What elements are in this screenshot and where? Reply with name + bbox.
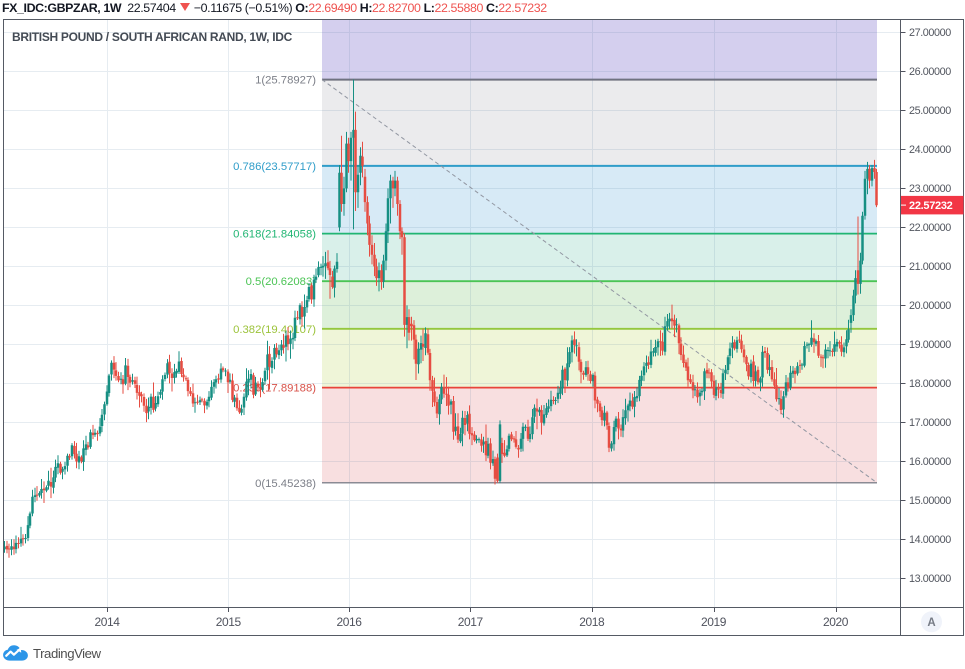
svg-text:25.00000: 25.00000 bbox=[909, 105, 951, 117]
svg-text:13.00000: 13.00000 bbox=[909, 573, 951, 585]
svg-text:0.382(19.40107): 0.382(19.40107) bbox=[233, 324, 316, 336]
svg-text:0.618(21.84058): 0.618(21.84058) bbox=[233, 229, 316, 241]
svg-text:21.00000: 21.00000 bbox=[909, 261, 951, 273]
svg-text:2015: 2015 bbox=[216, 615, 242, 629]
svg-text:A: A bbox=[927, 617, 935, 629]
svg-text:18.00000: 18.00000 bbox=[909, 378, 951, 390]
svg-text:0.786(23.57717): 0.786(23.57717) bbox=[233, 161, 316, 173]
svg-text:23.00000: 23.00000 bbox=[909, 183, 951, 195]
svg-text:1(25.78927): 1(25.78927) bbox=[255, 75, 316, 87]
svg-text:2016: 2016 bbox=[336, 615, 362, 629]
svg-text:2018: 2018 bbox=[579, 615, 605, 629]
svg-text:2020: 2020 bbox=[823, 615, 849, 629]
svg-text:26.00000: 26.00000 bbox=[909, 66, 951, 78]
svg-text:17.00000: 17.00000 bbox=[909, 417, 951, 429]
svg-text:16.00000: 16.00000 bbox=[909, 456, 951, 468]
svg-text:19.00000: 19.00000 bbox=[909, 339, 951, 351]
svg-text:2019: 2019 bbox=[701, 615, 727, 629]
svg-text:0(15.45238): 0(15.45238) bbox=[255, 478, 316, 490]
svg-text:0.5(20.62083): 0.5(20.62083) bbox=[246, 276, 317, 288]
svg-text:27.00000: 27.00000 bbox=[909, 27, 951, 39]
svg-text:15.00000: 15.00000 bbox=[909, 495, 951, 507]
svg-text:2014: 2014 bbox=[94, 615, 120, 629]
svg-text:22.57232: 22.57232 bbox=[909, 200, 953, 212]
svg-text:22.00000: 22.00000 bbox=[909, 222, 951, 234]
svg-text:14.00000: 14.00000 bbox=[909, 534, 951, 546]
svg-text:24.00000: 24.00000 bbox=[909, 144, 951, 156]
svg-text:20.00000: 20.00000 bbox=[909, 300, 951, 312]
svg-text:2017: 2017 bbox=[458, 615, 484, 629]
